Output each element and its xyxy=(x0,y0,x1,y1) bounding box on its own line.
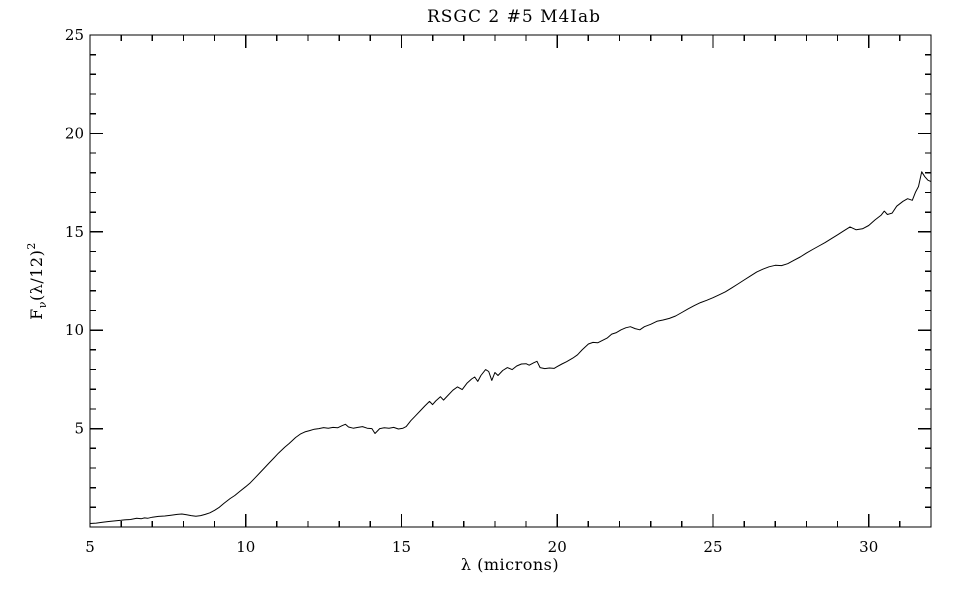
x-axis-label: λ (microns) xyxy=(461,555,559,574)
y-axis-label-base: F xyxy=(27,308,46,320)
y-axis-label: Fν(λ/12)2 xyxy=(25,242,49,320)
y-axis-label-subscript: ν xyxy=(36,301,49,308)
x-tick-label: 30 xyxy=(859,538,878,556)
x-tick-label: 15 xyxy=(392,538,411,556)
y-tick-label: 20 xyxy=(65,124,84,142)
x-tick-label: 20 xyxy=(548,538,567,556)
y-axis-label-superscript: 2 xyxy=(25,242,38,250)
chart-title: RSGC 2 #5 M4Iab xyxy=(427,7,601,27)
y-tick-label: 15 xyxy=(65,223,84,241)
y-tick-label: 5 xyxy=(74,420,84,438)
y-axis-label-mid: (λ/12) xyxy=(27,250,46,301)
y-tick-label: 25 xyxy=(65,26,84,44)
plot-generated-layer: 5 10 15 20 25 30 5 10 15 20 25 xyxy=(65,26,932,556)
plot-frame xyxy=(89,34,932,528)
x-tick-label: 25 xyxy=(703,538,722,556)
spectrum-line xyxy=(89,171,932,524)
x-tick-label: 5 xyxy=(85,538,95,556)
y-tick-label: 10 xyxy=(65,321,84,339)
x-tick-label: 10 xyxy=(236,538,255,556)
